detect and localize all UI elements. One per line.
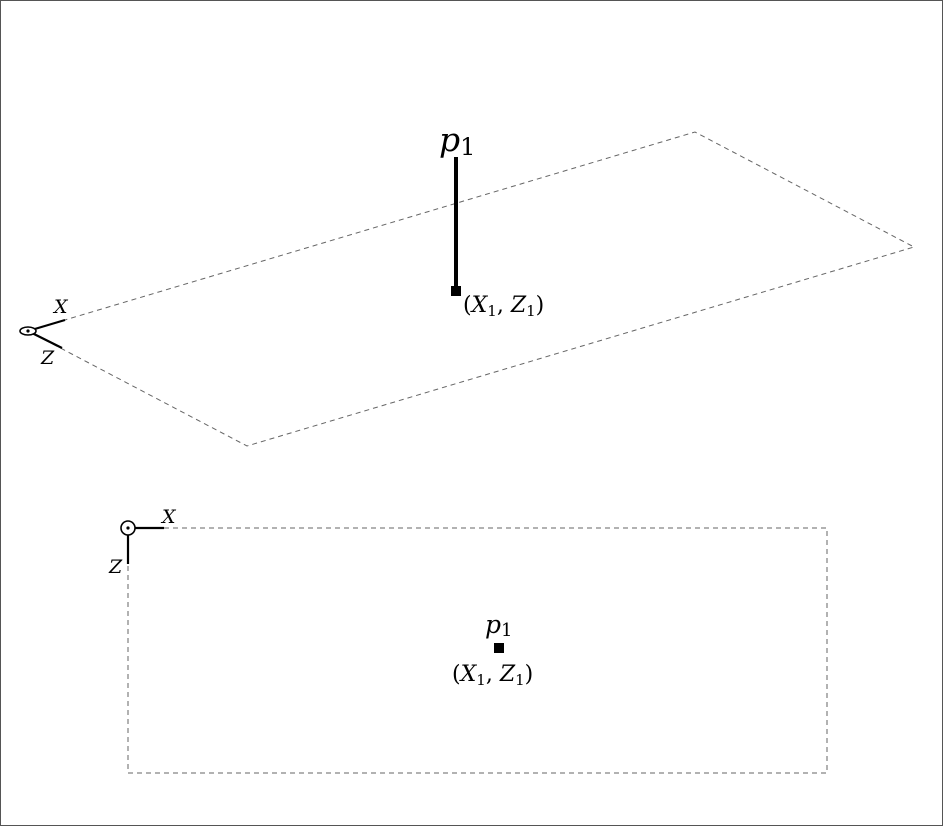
- point-label: p1: [439, 120, 475, 161]
- point-marker: [451, 286, 461, 296]
- x-axis-label: X: [160, 506, 177, 528]
- ground-plane: [26, 131, 916, 447]
- x-axis-label: X: [52, 296, 69, 318]
- z-axis-label: Z: [108, 556, 123, 578]
- coordinate-label: (X1, Z1): [463, 293, 544, 320]
- point-label: p1: [485, 610, 512, 641]
- top-view-plane: [127, 527, 828, 774]
- origin-dot: [126, 526, 130, 530]
- coordinate-label: (X1, Z1): [452, 662, 533, 689]
- top-view-axes: X Z: [108, 506, 177, 578]
- perspective-view: X Z p1 (X1, Z1): [19, 120, 916, 447]
- z-axis-label: Z: [40, 347, 55, 369]
- point-marker: [494, 643, 504, 653]
- origin-dot: [26, 329, 30, 333]
- perspective-axes: X Z: [19, 296, 69, 369]
- top-view: X Z p1 (X1, Z1): [108, 506, 828, 774]
